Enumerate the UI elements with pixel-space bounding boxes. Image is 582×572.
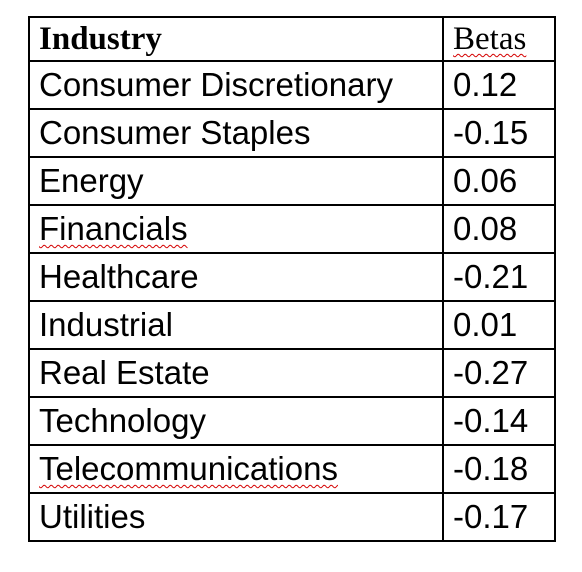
beta-cell: -0.27 (442, 348, 556, 398)
table-row: Financials 0.08 (28, 204, 556, 254)
industry-betas-table: Industry Betas Consumer Discretionary 0.… (28, 16, 556, 542)
table-row: Telecommunications -0.18 (28, 444, 556, 494)
industry-cell: Real Estate (28, 348, 444, 398)
industry-cell: Telecommunications (28, 444, 444, 494)
beta-cell: 0.01 (442, 300, 556, 350)
table-row: Consumer Staples -0.15 (28, 108, 556, 158)
table-row: Real Estate -0.27 (28, 348, 556, 398)
industry-cell: Utilities (28, 492, 444, 542)
table-row: Energy 0.06 (28, 156, 556, 206)
table-row: Industrial 0.01 (28, 300, 556, 350)
industry-cell: Technology (28, 396, 444, 446)
header-betas: Betas (442, 16, 556, 62)
header-betas-label: Betas (453, 21, 527, 57)
industry-cell: Consumer Discretionary (28, 60, 444, 110)
beta-cell: -0.15 (442, 108, 556, 158)
beta-cell: -0.18 (442, 444, 556, 494)
beta-cell: 0.08 (442, 204, 556, 254)
table-row: Consumer Discretionary 0.12 (28, 60, 556, 110)
industry-cell: Industrial (28, 300, 444, 350)
beta-cell: 0.12 (442, 60, 556, 110)
beta-cell: 0.06 (442, 156, 556, 206)
industry-cell: Healthcare (28, 252, 444, 302)
header-industry: Industry (28, 16, 444, 62)
table-row: Healthcare -0.21 (28, 252, 556, 302)
beta-cell: -0.14 (442, 396, 556, 446)
industry-cell: Energy (28, 156, 444, 206)
beta-cell: -0.21 (442, 252, 556, 302)
industry-label: Consumer Discretionary (39, 66, 393, 103)
industry-label: Telecommunications (39, 450, 338, 487)
header-row: Industry Betas (28, 16, 556, 62)
industry-cell: Consumer Staples (28, 108, 444, 158)
industry-label: Financials (39, 210, 188, 247)
table-row: Utilities -0.17 (28, 492, 556, 542)
industry-cell: Financials (28, 204, 444, 254)
table-row: Technology -0.14 (28, 396, 556, 446)
beta-cell: -0.17 (442, 492, 556, 542)
